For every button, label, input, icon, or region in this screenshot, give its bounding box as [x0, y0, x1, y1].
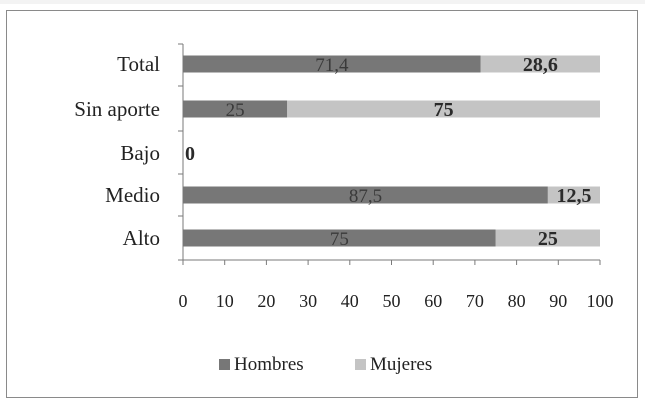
data-label-mujeres: 28,6 [523, 54, 558, 76]
x-tick-label: 80 [508, 291, 526, 311]
data-label-hombres: 71,4 [315, 55, 349, 76]
x-tick-label: 10 [216, 291, 234, 311]
bar-hombres [183, 100, 288, 118]
x-tick-label: 60 [424, 291, 442, 311]
x-tick-label: 70 [466, 291, 484, 311]
category-label: Sin aporte [74, 97, 160, 121]
bar-mujeres [480, 55, 600, 73]
category-label: Total [117, 52, 160, 76]
bar-hombres [183, 55, 481, 73]
chart-frame [6, 10, 638, 398]
data-label-zero: 0 [185, 143, 195, 165]
category-label: Medio [105, 183, 160, 207]
data-label-hombres: 87,5 [349, 186, 382, 207]
top-crop-edge [0, 0, 645, 4]
x-tick-label: 20 [257, 291, 275, 311]
chart-legend: Hombres Mujeres [219, 354, 432, 375]
chart-axes: 0 10 20 30 40 50 60 70 80 90 100 [178, 43, 614, 311]
bar-mujeres [495, 229, 600, 247]
x-tick-label: 40 [341, 291, 359, 311]
data-label-mujeres: 12,5 [556, 185, 591, 207]
legend-swatch-mujeres [355, 359, 366, 370]
bar-mujeres [547, 186, 600, 204]
legend-label-hombres: Hombres [234, 354, 304, 375]
chart-labels: Total Sin aporte Bajo Medio Alto 71,4 28,6 25 75… [74, 52, 591, 250]
bar-hombres [183, 186, 548, 204]
legend-label-mujeres: Mujeres [370, 354, 432, 375]
x-tick-label: 30 [299, 291, 317, 311]
category-label: Alto [123, 226, 160, 250]
category-label: Bajo [120, 141, 160, 165]
data-label-mujeres: 75 [434, 99, 454, 121]
data-label-hombres: 75 [330, 229, 349, 250]
x-tick-label: 0 [179, 291, 188, 311]
x-tick-label: 50 [383, 291, 401, 311]
chart-bars [183, 55, 600, 247]
bar-hombres [183, 229, 496, 247]
data-label-hombres: 25 [226, 100, 245, 121]
bar-mujeres [287, 100, 600, 118]
data-label-mujeres: 25 [538, 228, 558, 250]
x-tick-label: 100 [587, 291, 614, 311]
x-tick-label: 90 [549, 291, 567, 311]
legend-swatch-hombres [219, 359, 230, 370]
